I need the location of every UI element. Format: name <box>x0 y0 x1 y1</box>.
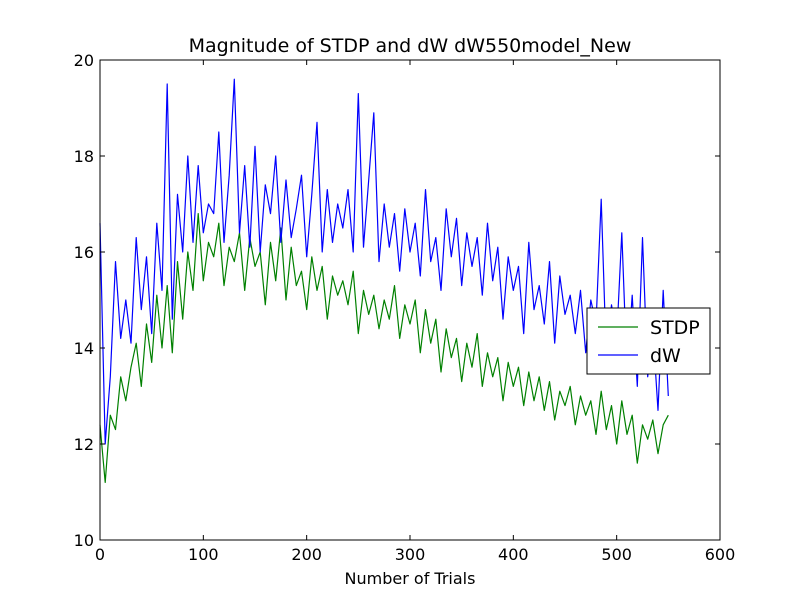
chart-title: Magnitude of STDP and dW dW550model_New <box>189 35 632 57</box>
y-tick-label: 18 <box>74 147 94 166</box>
series-line-stdp <box>99 213 669 483</box>
x-tick-label: 500 <box>601 545 632 564</box>
legend: STDP dW <box>586 307 711 375</box>
ticks-layer: 0 100 200 300 400 500 600 10 12 14 16 18 20 <box>74 51 736 564</box>
y-tick-label: 16 <box>74 243 94 262</box>
y-tick-label: 14 <box>74 339 94 358</box>
x-tick-label: 600 <box>705 545 736 564</box>
legend-label-dw: dW <box>650 345 681 367</box>
legend-box <box>586 307 711 375</box>
y-tick-label: 12 <box>74 435 94 454</box>
y-tick-label: 10 <box>74 531 94 550</box>
series-line-dw <box>99 78 669 445</box>
x-tick-label: 300 <box>395 545 426 564</box>
y-tick-label: 20 <box>74 51 94 70</box>
x-tick-label: 0 <box>95 545 105 564</box>
legend-label-stdp: STDP <box>650 317 700 339</box>
x-axis-title: Number of Trials <box>345 569 476 588</box>
x-tick-label: 400 <box>498 545 529 564</box>
x-tick-label: 100 <box>188 545 219 564</box>
series-layer <box>99 78 669 483</box>
x-tick-label: 200 <box>291 545 322 564</box>
